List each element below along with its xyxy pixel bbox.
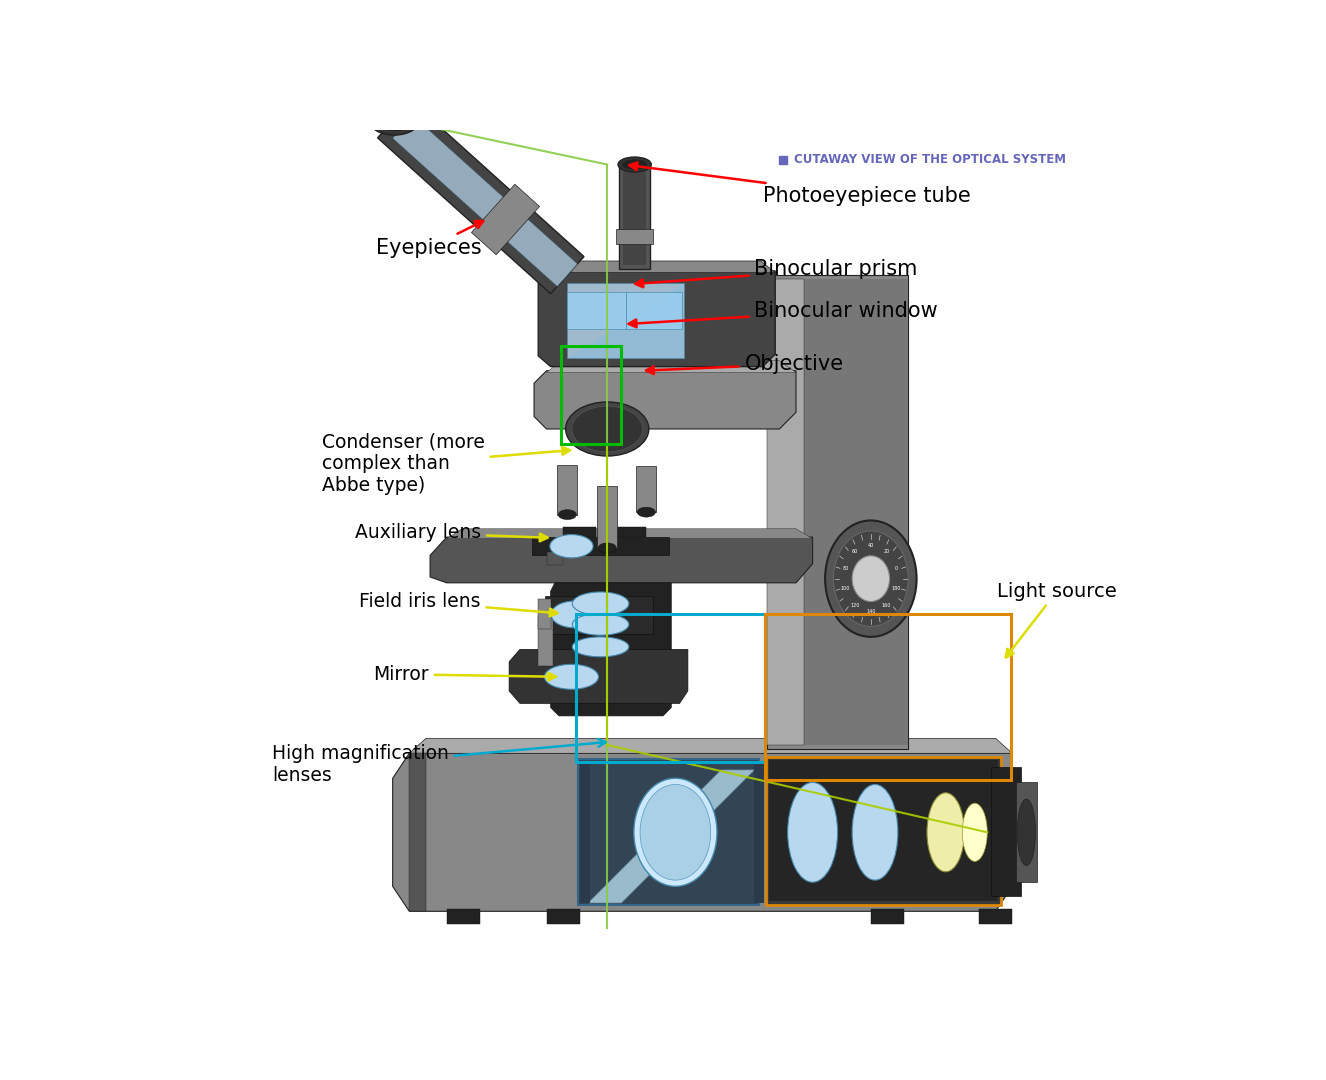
Bar <box>578 759 760 905</box>
Bar <box>1016 782 1037 882</box>
Ellipse shape <box>638 508 655 517</box>
Bar <box>538 599 550 629</box>
Ellipse shape <box>640 784 711 880</box>
Polygon shape <box>546 361 796 373</box>
Text: 120: 120 <box>850 603 859 608</box>
Text: 0: 0 <box>895 566 898 571</box>
Ellipse shape <box>788 782 838 882</box>
Polygon shape <box>538 271 776 366</box>
Bar <box>546 552 564 565</box>
Text: 160: 160 <box>882 603 891 608</box>
Ellipse shape <box>573 613 629 635</box>
Ellipse shape <box>834 531 908 626</box>
Bar <box>557 464 577 515</box>
Text: 140: 140 <box>866 609 875 615</box>
Bar <box>623 167 646 266</box>
Polygon shape <box>447 529 813 539</box>
Bar <box>769 760 998 902</box>
Ellipse shape <box>550 535 593 558</box>
Ellipse shape <box>545 664 598 689</box>
Text: 40: 40 <box>867 543 874 548</box>
Ellipse shape <box>853 556 890 602</box>
Polygon shape <box>589 770 754 903</box>
Polygon shape <box>805 280 908 745</box>
Polygon shape <box>550 583 671 716</box>
Text: Auxiliary lens: Auxiliary lens <box>355 524 548 542</box>
Ellipse shape <box>1017 799 1036 865</box>
Polygon shape <box>766 275 908 750</box>
Text: Binocular prism: Binocular prism <box>635 259 918 287</box>
Bar <box>561 346 622 444</box>
Ellipse shape <box>369 104 420 135</box>
Bar <box>613 527 646 537</box>
Polygon shape <box>538 616 553 666</box>
Text: Photoeyepiece tube: Photoeyepiece tube <box>630 162 971 206</box>
Bar <box>617 229 652 244</box>
Polygon shape <box>392 754 1012 912</box>
Polygon shape <box>430 537 813 583</box>
Bar <box>410 754 426 912</box>
Text: 100: 100 <box>841 586 850 592</box>
Bar <box>568 292 626 329</box>
Text: High magnification
lenses: High magnification lenses <box>272 739 606 784</box>
Ellipse shape <box>963 804 988 862</box>
Text: Mirror: Mirror <box>374 665 556 684</box>
Text: 20: 20 <box>883 550 890 554</box>
Bar <box>979 908 1012 923</box>
Bar <box>447 908 480 923</box>
Bar <box>564 527 597 537</box>
Bar <box>597 486 617 548</box>
Polygon shape <box>534 370 796 429</box>
Text: 180: 180 <box>891 586 900 592</box>
Polygon shape <box>509 649 688 703</box>
Bar <box>568 283 684 359</box>
Bar <box>575 613 765 761</box>
Bar <box>636 467 656 512</box>
Ellipse shape <box>572 406 643 451</box>
Text: CUTAWAY VIEW OF THE OPTICAL SYSTEM: CUTAWAY VIEW OF THE OPTICAL SYSTEM <box>794 153 1066 166</box>
Polygon shape <box>568 283 684 359</box>
Text: 80: 80 <box>842 566 849 571</box>
Ellipse shape <box>618 157 651 172</box>
Polygon shape <box>472 185 540 255</box>
Ellipse shape <box>634 779 717 887</box>
Bar <box>871 908 904 923</box>
Bar <box>766 757 1001 905</box>
Ellipse shape <box>381 111 407 127</box>
Bar <box>765 613 1010 780</box>
Ellipse shape <box>573 592 629 616</box>
Polygon shape <box>378 100 583 294</box>
Ellipse shape <box>573 637 629 657</box>
Ellipse shape <box>927 793 964 872</box>
Ellipse shape <box>566 402 648 456</box>
Text: Condenser (more
complex than
Abbe type): Condenser (more complex than Abbe type) <box>322 432 570 496</box>
Text: Field iris lens: Field iris lens <box>359 593 558 617</box>
Text: Binocular window: Binocular window <box>629 301 939 327</box>
Ellipse shape <box>552 602 597 627</box>
Polygon shape <box>410 739 1012 754</box>
Bar <box>754 761 764 903</box>
Text: Light source: Light source <box>997 582 1116 658</box>
Bar <box>619 163 651 269</box>
Bar <box>579 761 590 903</box>
Ellipse shape <box>374 107 414 132</box>
Ellipse shape <box>853 784 898 880</box>
Bar <box>422 760 992 909</box>
Text: Eyepieces: Eyepieces <box>377 221 483 258</box>
Text: Objective: Objective <box>646 354 843 374</box>
Polygon shape <box>392 116 577 286</box>
Ellipse shape <box>598 543 617 553</box>
Polygon shape <box>766 280 805 745</box>
Bar <box>626 292 682 329</box>
Bar <box>546 908 579 923</box>
Ellipse shape <box>622 160 647 170</box>
Ellipse shape <box>825 521 916 637</box>
Polygon shape <box>550 261 776 272</box>
Text: 60: 60 <box>853 550 858 554</box>
Ellipse shape <box>558 510 577 519</box>
Bar <box>545 596 652 634</box>
Bar <box>532 537 668 555</box>
Bar <box>992 768 1021 896</box>
